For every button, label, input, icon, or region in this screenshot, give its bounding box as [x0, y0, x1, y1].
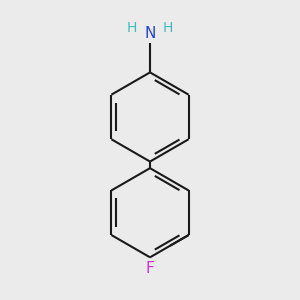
Text: H: H	[127, 21, 137, 35]
Text: N: N	[144, 26, 156, 41]
Text: H: H	[163, 21, 173, 35]
Text: F: F	[146, 261, 154, 276]
